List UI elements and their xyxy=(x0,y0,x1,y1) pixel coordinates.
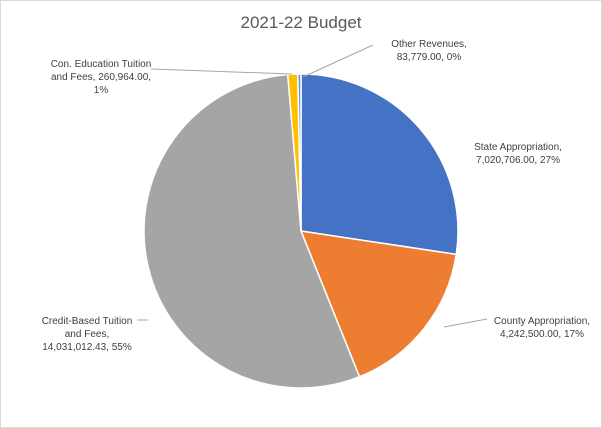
data-label-other-revenues: Other Revenues, 83,779.00, 0% xyxy=(391,39,467,63)
data-label-state-appropriation: State Appropriation, 7,020,706.00, 27% xyxy=(474,142,562,166)
pie-slices xyxy=(143,73,459,389)
data-labels: State Appropriation, 7,020,706.00, 27% Cou… xyxy=(42,39,590,353)
leader-lines xyxy=(137,44,488,328)
data-label-credit-based-tuition-and-fees: Credit-Based Tuition and Fees, 14,031,012.… xyxy=(42,316,133,353)
leader-line-county-appropriation xyxy=(443,318,488,328)
data-label-con-education-tuition-and-fees: Con. Education Tuition and Fees, 260,964.… xyxy=(51,59,152,96)
pie-slice-county-appropriation xyxy=(299,230,458,378)
data-label-county-appropriation: County Appropriation, 4,242,500.00, 17% xyxy=(494,316,590,340)
leader-line-con-education-tuition-and-fees xyxy=(150,68,293,75)
leader-line-other-revenues xyxy=(302,44,374,78)
pie-slice-credit-based-tuition-and-fees xyxy=(143,73,361,389)
chart-title: 2021-22 Budget xyxy=(241,13,362,32)
pie-slice-other-revenues xyxy=(297,73,302,232)
pie-slice-state-appropriation xyxy=(300,73,459,256)
